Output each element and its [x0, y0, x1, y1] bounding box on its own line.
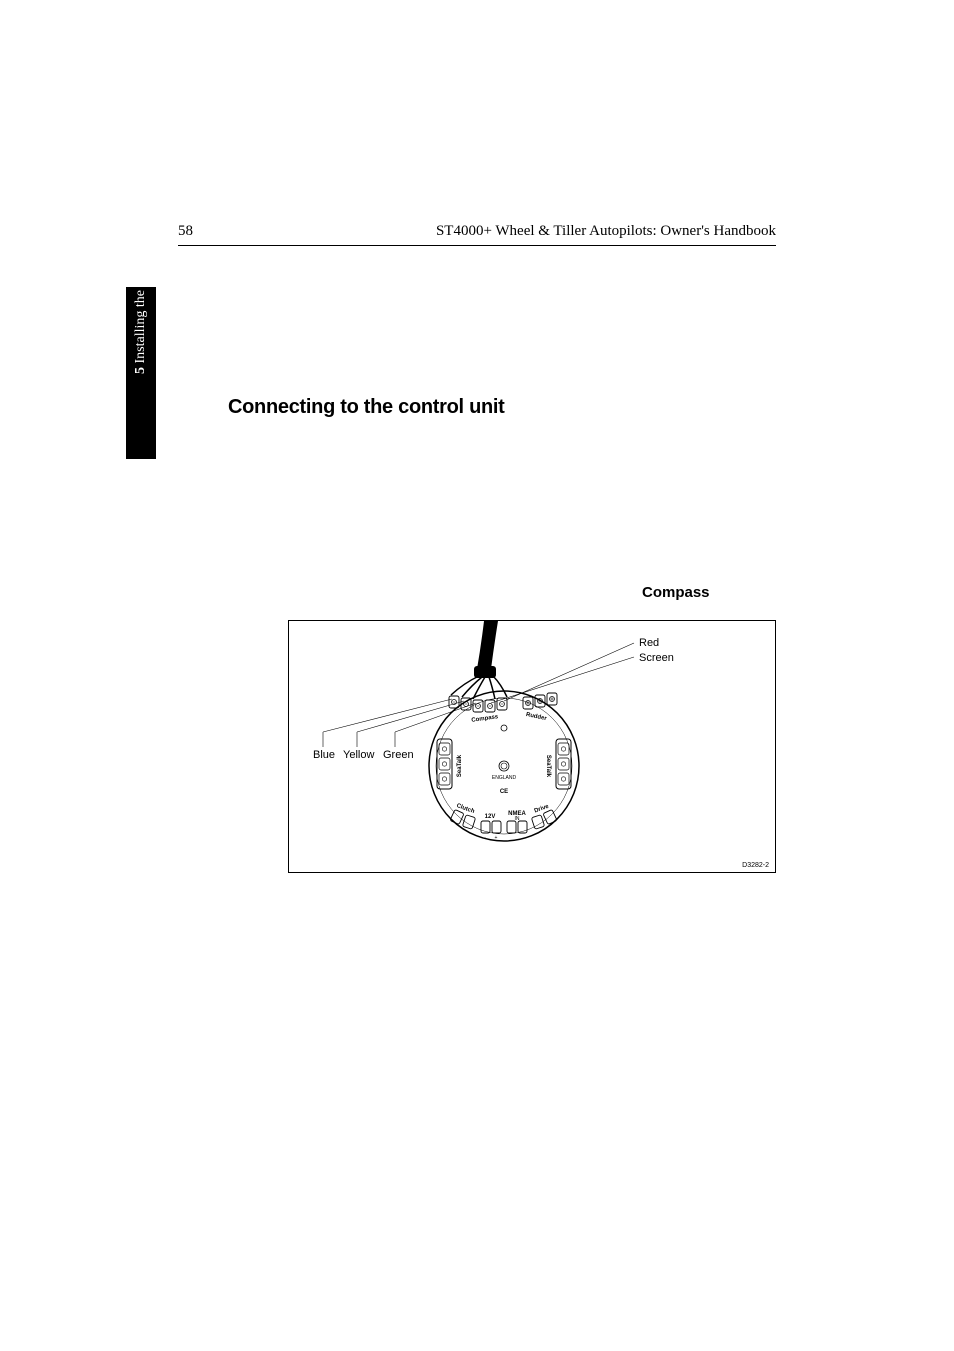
center-ring-outer [499, 761, 509, 771]
center-ring-inner [501, 763, 507, 769]
page-number: 58 [178, 223, 193, 240]
bottom-terminals: Clutch 12V - + NMEA IN Drive [450, 803, 557, 841]
label-red: Red [639, 637, 659, 649]
wire-screen [489, 677, 495, 699]
terminal-seatalk-right-label: SeaTalk [545, 755, 551, 778]
chapter-title: Installing the ST4000+ [133, 234, 148, 363]
figure-title: Compass [642, 584, 710, 601]
terminal-rudder-label: Rudder [525, 712, 547, 722]
cable [477, 621, 498, 669]
figure-reference: D3282-2 [742, 862, 769, 869]
header-rule [178, 245, 776, 246]
svg-text:-: - [484, 835, 486, 841]
chapter-number: 5 [133, 367, 148, 374]
terminal-compass-label: Compass [471, 714, 499, 724]
label-green: Green [383, 749, 414, 761]
wire-red [493, 676, 507, 697]
terminal-12v-label: 12V [485, 814, 496, 820]
wiring-diagram: ENGLAND CE Compass [289, 621, 777, 874]
figure-frame: ENGLAND CE Compass [288, 620, 776, 873]
label-screen: Screen [639, 652, 674, 664]
leader-blue [323, 699, 452, 732]
label-blue: Blue [313, 749, 335, 761]
brand-label: ENGLAND [492, 775, 517, 781]
ce-mark: CE [500, 789, 508, 795]
terminal-seatalk-left-label: SeaTalk [457, 754, 463, 777]
page-header-title: ST4000+ Wheel & Tiller Autopilots: Owner… [436, 223, 776, 240]
terminal-drive-label: Drive [534, 803, 551, 814]
svg-text:IN: IN [515, 816, 520, 822]
top-hole [501, 725, 507, 731]
section-heading: Connecting to the control unit [228, 396, 505, 419]
label-yellow: Yellow [343, 749, 374, 761]
seatalk-left-block [437, 739, 452, 789]
svg-text:+: + [495, 835, 498, 841]
leader-screen [491, 657, 634, 703]
terminal-clutch-label: Clutch [456, 803, 476, 815]
wire-blue [451, 676, 479, 695]
chapter-side-tab-text: 5 Installing the ST4000+ [133, 234, 149, 374]
seatalk-right-block [556, 739, 571, 789]
